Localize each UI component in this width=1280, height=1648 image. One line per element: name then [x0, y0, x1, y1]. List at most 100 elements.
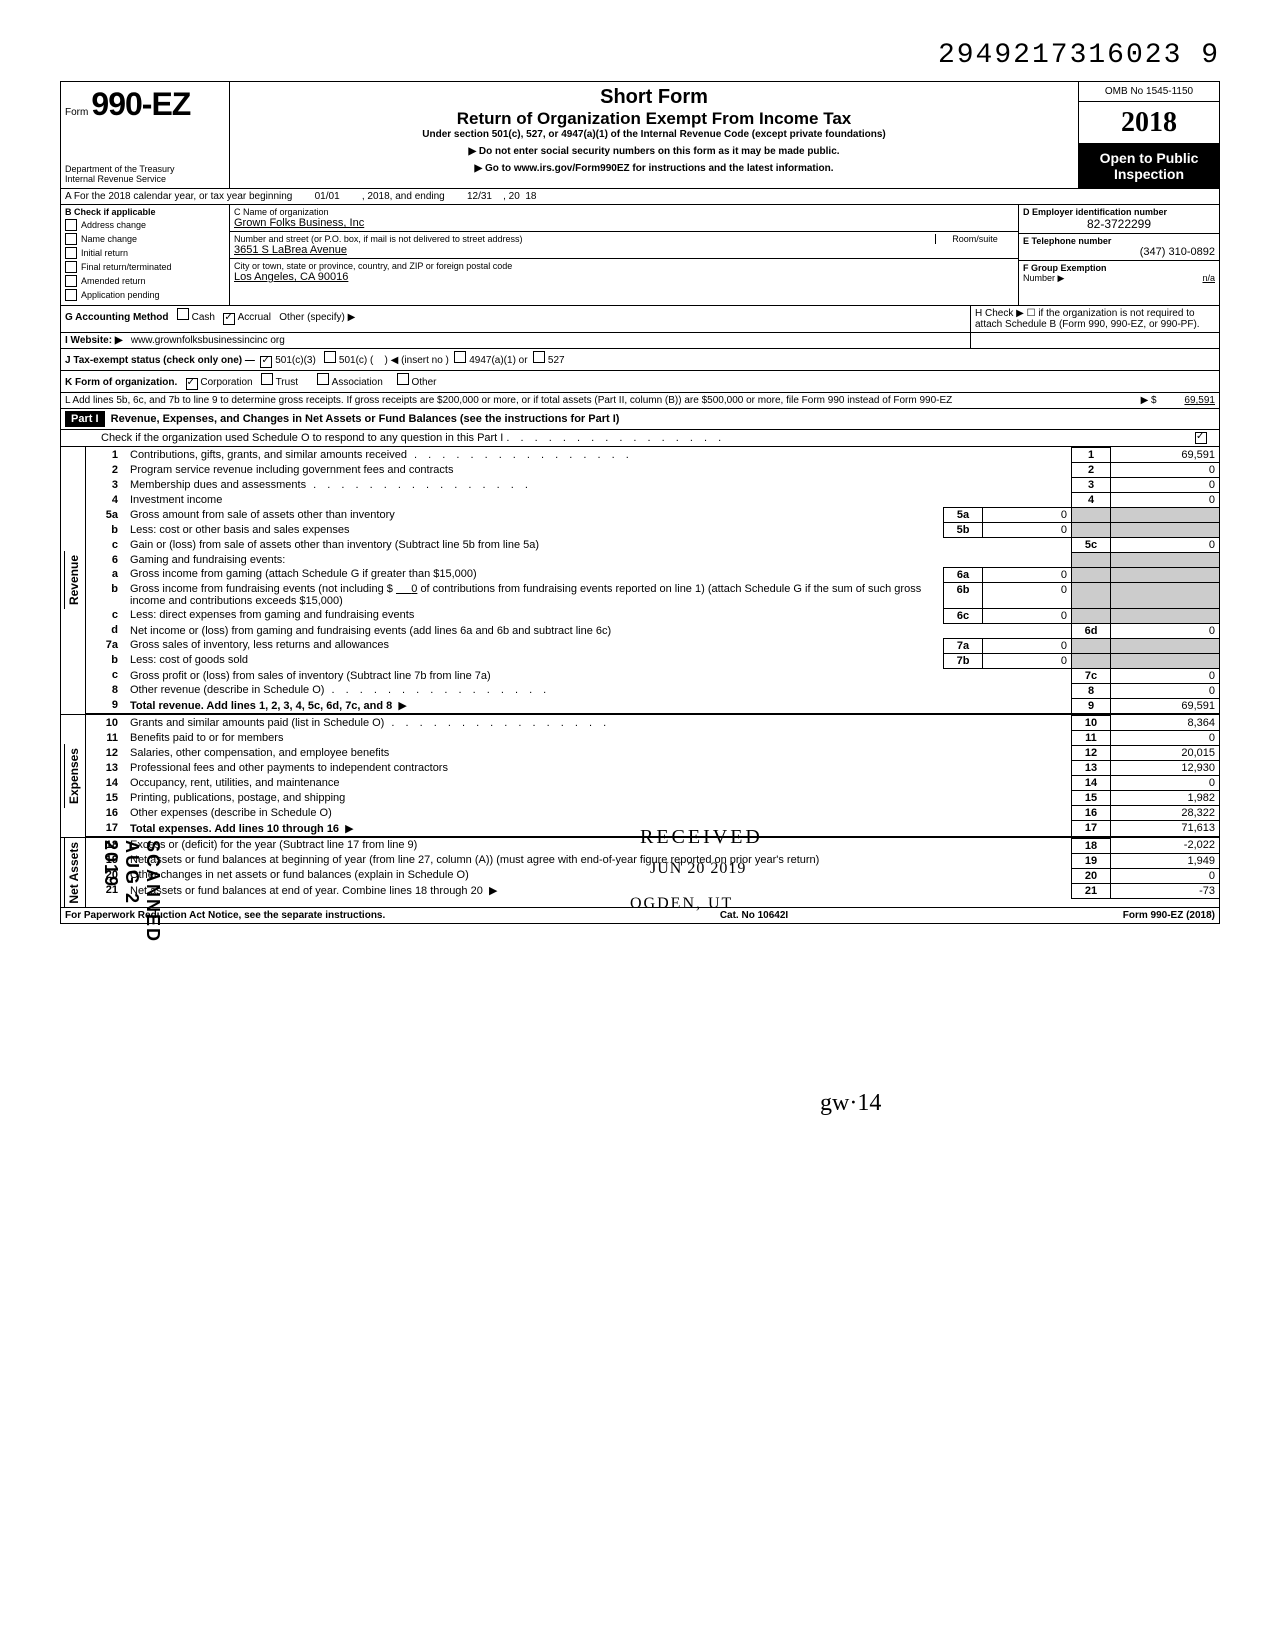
cb-address-change[interactable] [65, 219, 77, 231]
cb-initial-return[interactable] [65, 247, 77, 259]
cb-final-return[interactable] [65, 261, 77, 273]
goto-url: ▶ Go to www.irs.gov/Form990EZ for instru… [238, 163, 1070, 174]
line-a-mid: , 2018, and ending [362, 191, 445, 202]
tax-year: 2018 [1079, 102, 1219, 144]
line-k-label: K Form of organization. [65, 377, 177, 388]
line-3-val: 0 [1111, 478, 1220, 493]
dept-treasury: Department of the Treasury [65, 164, 225, 174]
line-20-desc: Other changes in net assets or fund bala… [130, 869, 469, 881]
cb-corporation[interactable] [186, 378, 198, 390]
line-a-end: 12/31 [467, 191, 492, 202]
line-19-val: 1,949 [1111, 853, 1220, 868]
line-h: H Check ▶ ☐ if the organization is not r… [975, 308, 1200, 330]
line-14-val: 0 [1111, 776, 1220, 791]
line-2-val: 0 [1111, 463, 1220, 478]
org-name: Grown Folks Business, Inc [234, 217, 1014, 229]
form-name: 990-EZ [91, 86, 190, 122]
header-left: Form 990-EZ Department of the Treasury I… [61, 82, 230, 188]
line-18-val: -2,022 [1111, 838, 1220, 853]
header-right: OMB No 1545-1150 2018 Open to Public Ins… [1079, 82, 1219, 188]
cb-app-pending[interactable] [65, 289, 77, 301]
line-5a-mid: 0 [983, 508, 1072, 523]
check-schedule-o: Check if the organization used Schedule … [61, 430, 1219, 447]
line-7b-desc: Less: cost of goods sold [130, 654, 248, 666]
c-name-label: C Name of organization [234, 207, 1014, 217]
cb-trust[interactable] [261, 373, 273, 385]
line-7a-mid: 0 [983, 638, 1072, 653]
org-city: Los Angeles, CA 90016 [234, 271, 1014, 283]
document-number: 2949217316023 9 [60, 40, 1220, 71]
line-11-desc: Benefits paid to or for members [130, 732, 283, 744]
lbl-app-pending: Application pending [81, 290, 160, 300]
line-j: J Tax-exempt status (check only one) — 5… [61, 349, 1219, 371]
line-17-val: 71,613 [1111, 821, 1220, 837]
line-1-desc: Contributions, gifts, grants, and simila… [130, 449, 407, 461]
line-l: L Add lines 5b, 6c, and 7b to line 9 to … [61, 393, 1219, 409]
cb-4947[interactable] [454, 351, 466, 363]
dept-irs: Internal Revenue Service [65, 174, 225, 184]
room-suite-label: Room/suite [935, 234, 1014, 244]
cb-501c[interactable] [324, 351, 336, 363]
line-8-val: 0 [1111, 683, 1220, 698]
line-11-val: 0 [1111, 731, 1220, 746]
org-ein: 82-3722299 [1023, 217, 1215, 231]
cb-other-org[interactable] [397, 373, 409, 385]
line-i-label: I Website: ▶ [65, 335, 123, 346]
line-17-desc: Total expenses. Add lines 10 through 16 [130, 823, 339, 835]
cb-schedule-o[interactable] [1195, 432, 1207, 444]
c-street-label: Number and street (or P.O. box, if mail … [234, 234, 1014, 244]
section-b-label: B Check if applicable [65, 207, 225, 217]
lbl-amended-return: Amended return [81, 276, 146, 286]
lbl-address-change: Address change [81, 220, 146, 230]
revenue-section: Revenue 1Contributions, gifts, grants, a… [61, 447, 1219, 715]
line-16-val: 28,322 [1111, 806, 1220, 821]
lbl-4947: 4947(a)(1) or [469, 355, 527, 366]
line-a: A For the 2018 calendar year, or tax yea… [61, 189, 1219, 205]
line-g-row: G Accounting Method Cash Accrual Other (… [61, 306, 1219, 333]
line-3-desc: Membership dues and assessments [130, 479, 306, 491]
cb-association[interactable] [317, 373, 329, 385]
cb-accrual[interactable] [223, 313, 235, 325]
line-6-desc: Gaming and fundraising events: [130, 554, 285, 566]
net-assets-label: Net Assets [64, 838, 83, 908]
line-7c-desc: Gross profit or (loss) from sales of inv… [130, 670, 491, 682]
cb-name-change[interactable] [65, 233, 77, 245]
line-16-desc: Other expenses (describe in Schedule O) [130, 807, 332, 819]
check-o-text: Check if the organization used Schedule … [101, 432, 503, 444]
line-l-text: L Add lines 5b, 6c, and 7b to line 9 to … [65, 395, 952, 406]
header-center: Short Form Return of Organization Exempt… [230, 82, 1079, 188]
line-6d-val: 0 [1111, 623, 1220, 638]
line-9-desc: Total revenue. Add lines 1, 2, 3, 4, 5c,… [130, 700, 392, 712]
lbl-corporation: Corporation [200, 377, 252, 388]
line-15-val: 1,982 [1111, 791, 1220, 806]
lbl-other-org: Other [412, 377, 437, 388]
line-7b-mid: 0 [983, 653, 1072, 668]
lbl-501c: 501(c) ( [339, 355, 373, 366]
line-a-endyear: 18 [525, 191, 536, 202]
line-21-desc: Net assets or fund balances at end of ye… [130, 885, 483, 897]
c-city-label: City or town, state or province, country… [234, 261, 1014, 271]
line-6c-mid: 0 [983, 608, 1072, 623]
part-i-header: Part I Revenue, Expenses, and Changes in… [61, 409, 1219, 430]
part-i-title: Revenue, Expenses, and Changes in Net As… [111, 413, 620, 425]
lbl-name-change: Name change [81, 234, 137, 244]
line-6c-desc: Less: direct expenses from gaming and fu… [130, 609, 414, 621]
lbl-insert: ) ◀ (insert no ) [385, 355, 449, 366]
cb-501c3[interactable] [260, 356, 272, 368]
expenses-label: Expenses [64, 744, 83, 808]
line-a-label: A For the 2018 calendar year, or tax yea… [65, 191, 292, 202]
cb-527[interactable] [533, 351, 545, 363]
lbl-501c3: 501(c)(3) [275, 355, 316, 366]
line-20-val: 0 [1111, 868, 1220, 883]
line-a-begin: 01/01 [315, 191, 340, 202]
section-c: C Name of organization Grown Folks Busin… [230, 205, 1019, 305]
line-5b-mid: 0 [983, 523, 1072, 538]
cb-amended-return[interactable] [65, 275, 77, 287]
stamp-ogden: OGDEN, UT [630, 895, 733, 913]
e-label: E Telephone number [1023, 236, 1215, 246]
line-6b-mid: 0 [983, 582, 1072, 608]
cb-cash[interactable] [177, 308, 189, 320]
lbl-accrual: Accrual [238, 312, 271, 323]
line-5c-desc: Gain or (loss) from sale of assets other… [130, 539, 539, 551]
line-k: K Form of organization. Corporation Trus… [61, 371, 1219, 393]
